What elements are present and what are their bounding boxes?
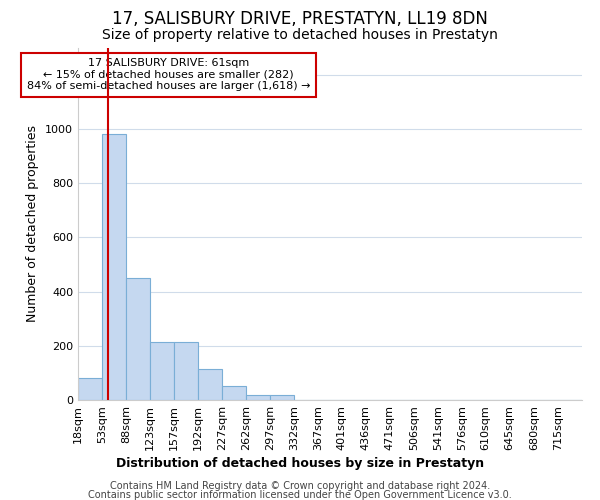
Bar: [246, 394, 270, 400]
Y-axis label: Number of detached properties: Number of detached properties: [26, 125, 40, 322]
Bar: [270, 394, 294, 400]
Text: Contains HM Land Registry data © Crown copyright and database right 2024.: Contains HM Land Registry data © Crown c…: [110, 481, 490, 491]
Bar: [198, 369, 222, 400]
Text: 17 SALISBURY DRIVE: 61sqm
← 15% of detached houses are smaller (282)
84% of semi: 17 SALISBURY DRIVE: 61sqm ← 15% of detac…: [27, 58, 310, 92]
Bar: [102, 134, 126, 400]
Bar: [222, 386, 246, 400]
Bar: [150, 342, 174, 400]
Text: Size of property relative to detached houses in Prestatyn: Size of property relative to detached ho…: [102, 28, 498, 42]
Text: Contains public sector information licensed under the Open Government Licence v3: Contains public sector information licen…: [88, 490, 512, 500]
Bar: [174, 342, 198, 400]
Text: Distribution of detached houses by size in Prestatyn: Distribution of detached houses by size …: [116, 458, 484, 470]
Bar: [78, 378, 102, 400]
Bar: [126, 278, 150, 400]
Text: 17, SALISBURY DRIVE, PRESTATYN, LL19 8DN: 17, SALISBURY DRIVE, PRESTATYN, LL19 8DN: [112, 10, 488, 28]
